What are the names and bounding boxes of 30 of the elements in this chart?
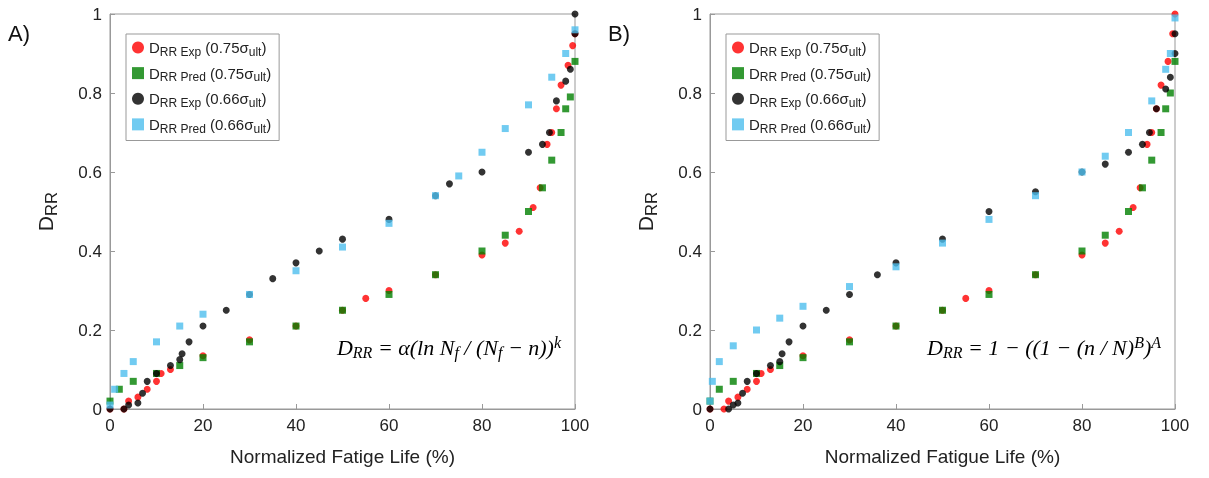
x-tick-label: 80: [472, 416, 492, 435]
x-tick-label: 0: [705, 416, 715, 435]
x-axis-title: Normalized Fatigue Life (%): [824, 446, 1061, 467]
y-tick-label: 0: [692, 399, 702, 419]
x-tick-label: 20: [793, 416, 813, 435]
chart-title: B): [608, 20, 630, 46]
x-tick-label: 0: [105, 416, 115, 435]
y-tick-label: 0: [92, 399, 102, 419]
x-tick-label: 20: [193, 416, 213, 435]
y-tick-label: 0.2: [678, 320, 702, 340]
y-tick-label: 1: [92, 4, 102, 24]
y-tick-label: 1: [692, 4, 702, 24]
x-tick-label: 40: [286, 416, 306, 435]
x-axis-title: Normalized Fatige Life (%): [230, 446, 455, 467]
y-tick-label: 0.8: [78, 83, 102, 103]
y-tick-label: 0.6: [678, 162, 702, 182]
y-tick-label: 0.4: [678, 241, 702, 261]
y-tick-label: 0.4: [78, 241, 102, 261]
x-tick-label: 80: [1072, 416, 1092, 435]
y-tick-label: 0.6: [78, 162, 102, 182]
y-axis-title: DRR: [34, 191, 61, 232]
x-tick-label: 100: [1160, 416, 1190, 435]
y-axis-title: DRR: [634, 191, 661, 232]
x-tick-label: 100: [560, 416, 590, 435]
y-tick-label: 0.2: [78, 320, 102, 340]
chart-title: A): [8, 20, 30, 46]
x-tick-label: 60: [979, 416, 999, 435]
y-tick-label: 0.8: [678, 83, 702, 103]
x-tick-label: 60: [379, 416, 399, 435]
x-tick-label: 40: [886, 416, 906, 435]
